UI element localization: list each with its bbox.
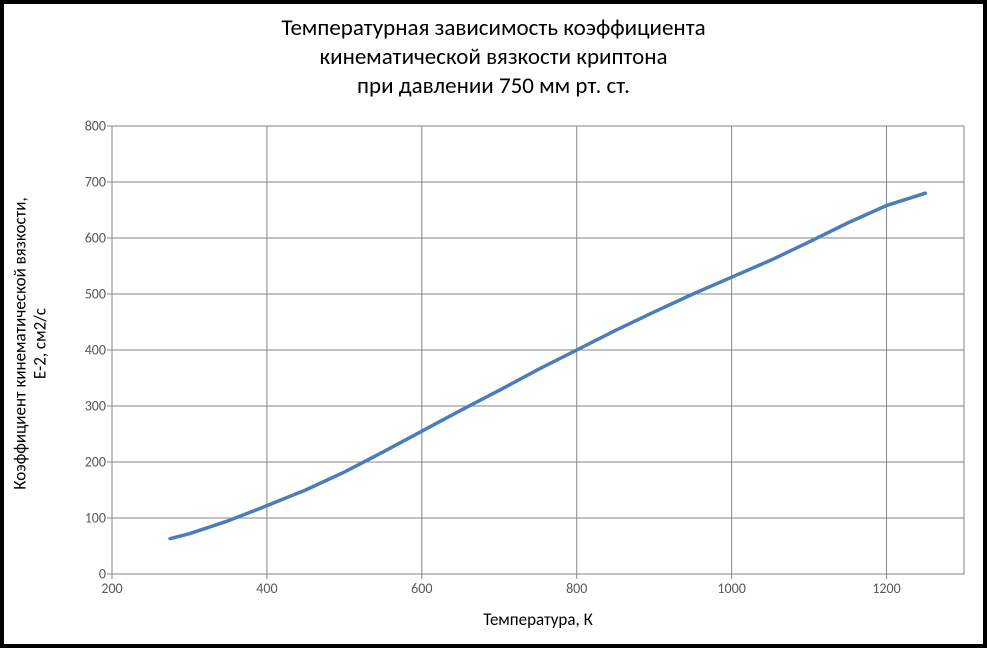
y-tick-label: 300 (85, 398, 112, 415)
y-tick-label: 700 (85, 174, 112, 191)
chart-title-line-1: Температурная зависимость коэффициента (4, 14, 983, 43)
y-tick-label: 200 (85, 454, 112, 471)
y-tick-label: 400 (85, 342, 112, 359)
x-tick-label: 1000 (717, 574, 745, 597)
series-line (170, 193, 925, 539)
x-tick-label: 400 (256, 574, 277, 597)
x-tick-label: 600 (411, 574, 432, 597)
y-tick-label: 100 (85, 510, 112, 527)
x-tick-label: 800 (566, 574, 587, 597)
x-tick-label: 1200 (872, 574, 900, 597)
y-tick-label: 800 (85, 118, 112, 135)
y-axis-label: Коэффициент кинематической вязкости, E-2… (10, 198, 49, 490)
chart-title: Температурная зависимость коэффициента к… (4, 14, 983, 100)
chart-title-line-3: при давлении 750 мм рт. ст. (4, 72, 983, 101)
plot-svg (112, 126, 964, 574)
x-tick-label: 200 (101, 574, 122, 597)
x-axis-label: Температура, К (112, 609, 964, 630)
y-tick-label: 500 (85, 286, 112, 303)
chart-outer-frame: Температурная зависимость коэффициента к… (0, 0, 987, 648)
y-tick-label: 600 (85, 230, 112, 247)
y-axis-label-container: Коэффициент кинематической вязкости, E-2… (10, 124, 50, 564)
plot-area: 0100200300400500600700800200400600800100… (112, 126, 964, 574)
chart-title-line-2: кинематической вязкости криптона (4, 43, 983, 72)
